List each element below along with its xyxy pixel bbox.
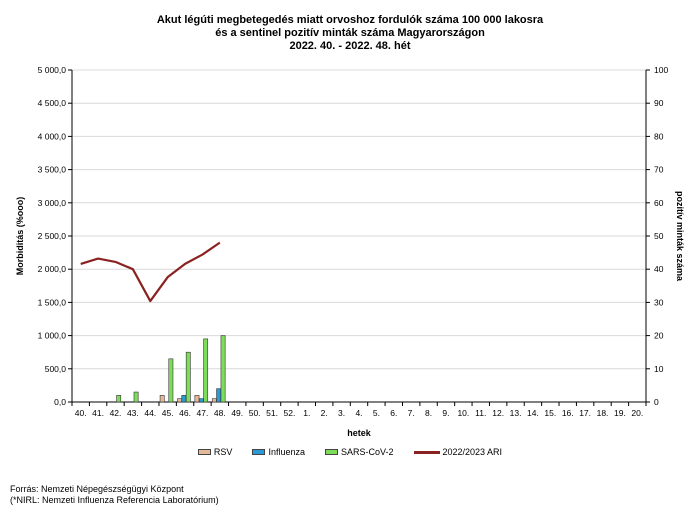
x-tick-label: 17.: [579, 408, 591, 418]
left-tick-label: 3 500,0: [38, 165, 67, 175]
x-tick-label: 10.: [457, 408, 469, 418]
x-tick-label: 3.: [338, 408, 345, 418]
left-tick-label: 500,0: [45, 364, 67, 374]
bar-influenza: [216, 388, 222, 403]
x-tick-label: 13.: [510, 408, 522, 418]
bar-sars-cov-2: [185, 351, 191, 403]
x-tick-label: 18.: [597, 408, 609, 418]
bar-influenza: [181, 395, 187, 403]
bar-rsv: [177, 398, 182, 403]
x-tick-label: 2.: [321, 408, 328, 418]
legend-item: 2022/2023 ARI: [413, 447, 503, 457]
bar-rsv: [211, 398, 217, 403]
legend-swatch: [252, 449, 266, 455]
x-tick-label: 46.: [179, 408, 191, 418]
right-tick-label: 40: [654, 264, 664, 274]
legend-item: Influenza: [252, 447, 305, 457]
legend-item: SARS-CoV-2: [324, 447, 394, 457]
bar-sars-cov-2: [203, 338, 209, 403]
right-tick-label: 60: [654, 198, 664, 208]
chart-title: Akut légúti megbetegedés miatt orvoshoz …: [0, 14, 700, 53]
bar-rsv: [159, 395, 165, 403]
chart-title-line-3: 2022. 40. - 2022. 48. hét: [289, 40, 411, 52]
x-tick-label: 49.: [231, 408, 243, 418]
x-tick-label: 43.: [127, 408, 139, 418]
source-line-2: (*NIRL: Nemzeti Influenza Referencia Lab…: [10, 495, 219, 505]
bar-sars-cov-2: [133, 391, 139, 403]
legend-swatch: [197, 449, 211, 455]
left-tick-label: 0,0: [54, 397, 66, 407]
right-tick-label: 90: [654, 98, 664, 108]
left-axis-title: Morbiditás (%ooo): [15, 197, 25, 276]
x-axis-title: hetek: [347, 428, 372, 438]
right-tick-label: 100: [654, 65, 668, 75]
bar-sars-cov-2: [116, 395, 122, 403]
left-tick-label: 1 000,0: [38, 331, 67, 341]
chart-title-line-2: és a sentinel pozitív minták száma Magya…: [215, 27, 485, 39]
bar-influenza: [198, 398, 204, 403]
left-tick-label: 3 000,0: [38, 198, 67, 208]
x-tick-label: 50.: [249, 408, 261, 418]
legend-label: RSV: [213, 447, 233, 457]
x-tick-label: 6.: [390, 408, 397, 418]
x-tick-label: 41.: [92, 408, 104, 418]
legend-label: Influenza: [268, 447, 305, 457]
legend-swatch: [324, 449, 338, 455]
left-tick-label: 1 500,0: [38, 297, 67, 307]
x-tick-label: 12.: [492, 408, 504, 418]
left-tick-label: 4 500,0: [38, 98, 67, 108]
x-tick-label: 14.: [527, 408, 539, 418]
right-tick-label: 20: [654, 331, 664, 341]
chart-legend: RSV Influenza SARS-CoV-2 2022/2023 ARI: [0, 447, 700, 457]
source-note: Forrás: Nemzeti Népegészségügyi Központ …: [10, 484, 219, 506]
x-tick-label: 51.: [266, 408, 278, 418]
x-tick-label: 20.: [631, 408, 643, 418]
left-tick-label: 2 000,0: [38, 264, 67, 274]
left-tick-label: 2 500,0: [38, 231, 67, 241]
x-tick-label: 7.: [408, 408, 415, 418]
right-tick-label: 0: [654, 397, 659, 407]
x-tick-label: 8.: [425, 408, 432, 418]
x-tick-label: 48.: [214, 408, 226, 418]
x-tick-label: 1.: [303, 408, 310, 418]
right-tick-label: 10: [654, 364, 664, 374]
x-tick-label: 4.: [355, 408, 362, 418]
legend-swatch: [413, 450, 440, 454]
right-tick-label: 80: [654, 131, 664, 141]
x-tick-label: 15.: [544, 408, 556, 418]
bar-rsv: [194, 395, 200, 403]
x-tick-label: 11.: [475, 408, 486, 418]
right-tick-label: 30: [654, 297, 664, 307]
right-axis-title: pozitív minták száma: [675, 191, 685, 282]
bar-sars-cov-2: [168, 358, 174, 403]
x-tick-label: 16.: [562, 408, 574, 418]
x-tick-label: 42.: [110, 408, 122, 418]
line-ari-series: [80, 241, 221, 303]
source-line-1: Forrás: Nemzeti Népegészségügyi Központ: [10, 484, 184, 494]
x-tick-label: 44.: [144, 408, 156, 418]
x-tick-label: 5.: [373, 408, 380, 418]
x-tick-label: 9.: [442, 408, 449, 418]
bar-sars-cov-2: [220, 335, 226, 403]
x-tick-label: 40.: [75, 408, 87, 418]
x-tick-label: 52.: [284, 408, 296, 418]
legend-item: RSV: [197, 447, 233, 457]
left-tick-label: 5 000,0: [38, 65, 67, 75]
x-tick-label: 45.: [162, 408, 174, 418]
right-tick-label: 50: [654, 231, 664, 241]
left-tick-label: 4 000,0: [38, 131, 67, 141]
x-tick-label: 19.: [614, 408, 626, 418]
x-tick-label: 47.: [197, 408, 209, 418]
chart-title-line-1: Akut légúti megbetegedés miatt orvoshoz …: [156, 14, 544, 26]
legend-label: SARS-CoV-2: [340, 447, 394, 457]
legend-label: 2022/2023 ARI: [442, 447, 503, 457]
right-tick-label: 70: [654, 165, 664, 175]
